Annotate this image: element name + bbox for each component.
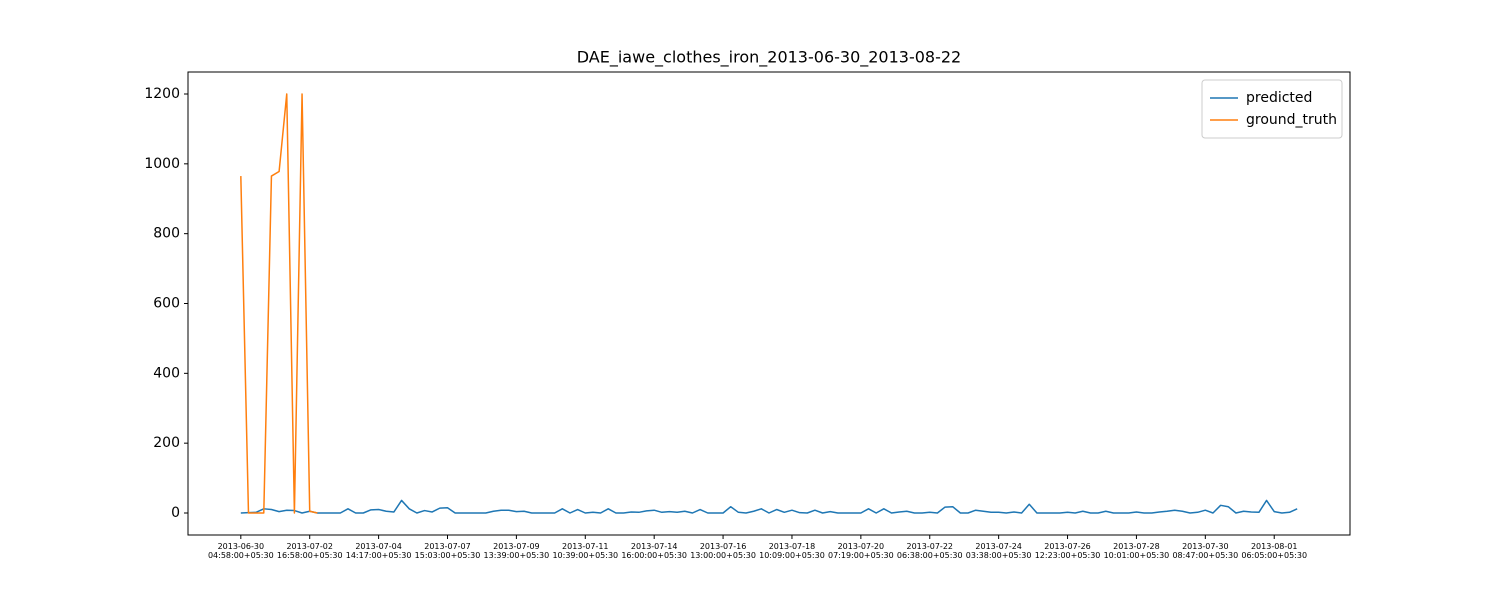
x-tick-label: 2013-07-02 16:58:00+05:30 <box>276 542 343 560</box>
x-tick-label: 2013-07-26 12:23:00+05:30 <box>1034 542 1101 560</box>
y-tick-label: 200 <box>153 435 180 451</box>
x-tick-label: 2013-07-20 07:19:00+05:30 <box>828 542 894 560</box>
x-tick-label: 2013-08-01 06:05:00+05:30 <box>1241 542 1308 560</box>
data-line <box>240 499 1298 514</box>
legend-box <box>1201 79 1343 139</box>
x-tick-label: 2013-07-14 16:00:00+05:30 <box>621 542 688 560</box>
x-tick-label: 2013-07-30 08:47:00+05:30 <box>1172 542 1239 560</box>
legend-label: ground_truth <box>1246 112 1337 128</box>
data-line <box>240 93 318 514</box>
y-tick-label: 800 <box>153 226 180 242</box>
x-tick-label: 2013-07-09 13:39:00+05:30 <box>483 542 550 560</box>
y-tick-label: 0 <box>171 505 180 521</box>
chart-title: DAE_iawe_clothes_iron_2013-06-30_2013-08… <box>577 48 961 68</box>
x-tick-label: 2013-07-11 10:39:00+05:30 <box>552 542 619 560</box>
y-tick-label: 400 <box>153 365 180 381</box>
x-tick-label: 2013-07-28 10:01:00+05:30 <box>1103 542 1170 560</box>
plot-frame <box>187 71 1351 536</box>
x-tick-label: 2013-06-30 04:58:00+05:30 <box>207 542 274 560</box>
x-tick-label: 2013-07-16 13:00:00+05:30 <box>690 542 756 560</box>
y-tick-label: 1200 <box>144 86 180 102</box>
legend-label: predicted <box>1246 90 1312 106</box>
y-tick-label: 1000 <box>144 156 180 172</box>
x-tick-label: 2013-07-18 10:09:00+05:30 <box>759 542 825 560</box>
y-tick-label: 600 <box>153 296 180 312</box>
x-tick-label: 2013-07-22 06:38:00+05:30 <box>896 542 963 560</box>
x-tick-label: 2013-07-04 14:17:00+05:30 <box>345 542 412 560</box>
x-tick-label: 2013-07-24 03:38:00+05:30 <box>965 542 1032 560</box>
x-tick-label: 2013-07-07 15:03:00+05:30 <box>414 542 481 560</box>
